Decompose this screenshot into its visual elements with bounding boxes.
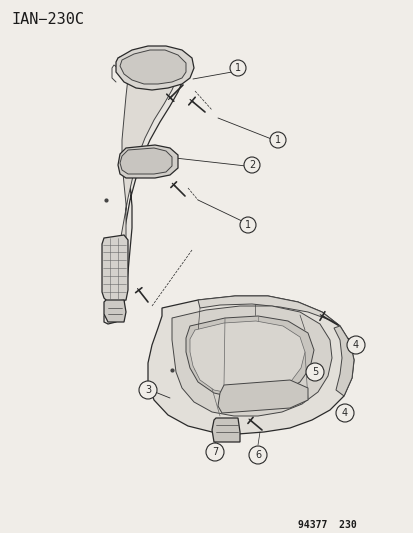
Circle shape (230, 60, 245, 76)
Circle shape (269, 132, 285, 148)
Polygon shape (104, 300, 126, 322)
Polygon shape (116, 46, 194, 90)
Circle shape (243, 157, 259, 173)
Text: 4: 4 (352, 340, 358, 350)
Polygon shape (211, 418, 240, 442)
Polygon shape (106, 51, 180, 317)
Text: IAN−230C: IAN−230C (12, 12, 85, 27)
Text: 94377  230: 94377 230 (297, 520, 356, 530)
Polygon shape (118, 145, 178, 178)
Text: 2: 2 (248, 160, 254, 170)
Polygon shape (120, 50, 185, 84)
Circle shape (346, 336, 364, 354)
Polygon shape (102, 235, 128, 302)
Text: 1: 1 (244, 220, 250, 230)
Text: 3: 3 (145, 385, 151, 395)
Polygon shape (147, 296, 353, 434)
Circle shape (206, 443, 223, 461)
Text: 1: 1 (234, 63, 240, 73)
Polygon shape (190, 321, 304, 394)
Polygon shape (104, 50, 185, 324)
Circle shape (248, 446, 266, 464)
Polygon shape (185, 316, 313, 398)
Polygon shape (218, 380, 307, 413)
Polygon shape (171, 306, 331, 416)
Polygon shape (197, 296, 339, 326)
Text: 1: 1 (274, 135, 280, 145)
Polygon shape (333, 326, 353, 396)
Text: 5: 5 (311, 367, 317, 377)
Polygon shape (120, 148, 171, 174)
Text: 6: 6 (254, 450, 261, 460)
Circle shape (305, 363, 323, 381)
Circle shape (139, 381, 157, 399)
Text: 4: 4 (341, 408, 347, 418)
Circle shape (335, 404, 353, 422)
Text: 7: 7 (211, 447, 218, 457)
Circle shape (240, 217, 255, 233)
